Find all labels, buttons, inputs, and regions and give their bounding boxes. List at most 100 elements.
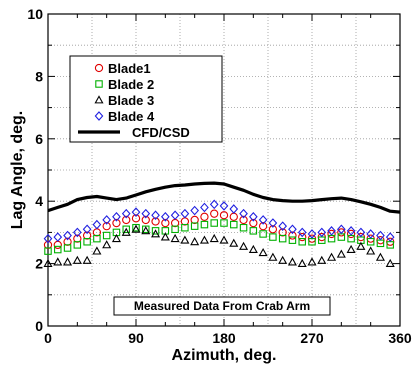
data-point <box>132 223 140 232</box>
x-axis-title: Azimuth, deg. <box>172 347 277 364</box>
data-point <box>44 247 52 255</box>
legend-label: CFD/CSD <box>132 125 190 140</box>
data-point <box>297 227 307 238</box>
data-point <box>356 227 366 238</box>
data-point <box>43 240 53 250</box>
data-point <box>72 255 82 264</box>
y-tick-label: 8 <box>35 68 43 84</box>
data-point <box>131 207 141 217</box>
data-point <box>219 235 229 244</box>
data-point <box>346 244 356 253</box>
data-point <box>92 246 102 255</box>
data-point <box>111 233 121 243</box>
data-point <box>258 215 268 225</box>
data-point <box>171 225 179 234</box>
data-point <box>112 211 121 222</box>
data-point <box>53 257 63 266</box>
data-point <box>161 218 170 228</box>
data-point <box>376 230 385 241</box>
data-point <box>131 224 141 233</box>
legend-marker <box>94 63 104 73</box>
data-point <box>356 241 366 250</box>
x-tick-label: 270 <box>300 330 324 346</box>
x-tick-labels: 0 90 180 270 360 <box>44 330 412 346</box>
data-point <box>181 223 189 232</box>
data-point <box>102 231 111 240</box>
data-point <box>239 208 248 219</box>
data-point <box>327 226 336 236</box>
data-point <box>219 201 229 211</box>
data-point <box>249 227 258 235</box>
data-point <box>317 255 327 264</box>
data-point <box>336 224 346 235</box>
data-point <box>200 220 209 229</box>
data-point <box>102 240 112 249</box>
data-point <box>307 257 317 266</box>
data-point <box>102 215 112 225</box>
data-point <box>337 228 346 237</box>
data-point <box>73 241 82 249</box>
data-point <box>278 255 288 264</box>
legend-label: Blade 2 <box>108 77 154 92</box>
data-point <box>82 224 92 235</box>
data-point <box>346 226 356 236</box>
data-point <box>180 235 190 244</box>
data-point <box>151 210 160 221</box>
data-point <box>199 235 209 244</box>
data-point <box>121 227 131 236</box>
data-point <box>327 252 337 261</box>
series-layer <box>43 181 401 268</box>
data-point <box>239 241 249 250</box>
data-point <box>249 218 258 228</box>
data-point <box>53 232 63 242</box>
x-tick-label: 90 <box>128 330 144 346</box>
data-point <box>317 227 327 238</box>
data-point <box>268 218 278 228</box>
data-point <box>298 238 306 246</box>
data-point <box>287 257 297 266</box>
axis-ticks <box>47 13 401 327</box>
data-point <box>160 211 170 222</box>
data-point <box>141 208 151 219</box>
data-point <box>43 233 53 244</box>
data-point <box>346 229 356 239</box>
data-point <box>278 228 287 237</box>
data-point <box>190 222 199 230</box>
data-point <box>121 208 131 219</box>
data-point <box>229 238 239 247</box>
data-point <box>63 244 72 252</box>
data-point <box>385 258 395 268</box>
data-point <box>268 252 278 261</box>
data-point <box>151 227 160 235</box>
data-point <box>54 245 62 254</box>
data-point <box>248 211 258 222</box>
data-point <box>122 215 131 225</box>
data-point <box>190 205 200 216</box>
annotation-box <box>113 296 331 316</box>
legend-marker <box>94 95 104 104</box>
data-point <box>248 244 258 253</box>
legend-label: Blade 3 <box>108 93 154 108</box>
data-point <box>190 215 199 225</box>
data-point <box>258 222 268 231</box>
data-point <box>298 232 307 242</box>
data-point <box>112 218 121 228</box>
data-point <box>336 249 346 258</box>
data-point <box>366 229 376 239</box>
data-point <box>63 237 72 246</box>
data-point <box>122 225 130 234</box>
data-point <box>288 236 297 244</box>
data-point <box>43 258 53 268</box>
y-axis-title: Lag Angle, deg. <box>9 111 26 230</box>
data-point <box>141 226 151 235</box>
data-point <box>259 230 267 238</box>
data-point <box>375 252 385 261</box>
series-4 <box>47 181 401 214</box>
data-point <box>102 222 111 231</box>
data-point <box>190 237 200 246</box>
data-point <box>93 234 101 243</box>
data-point <box>385 232 395 242</box>
legend-label: Blade1 <box>108 61 151 76</box>
data-point <box>278 234 287 243</box>
